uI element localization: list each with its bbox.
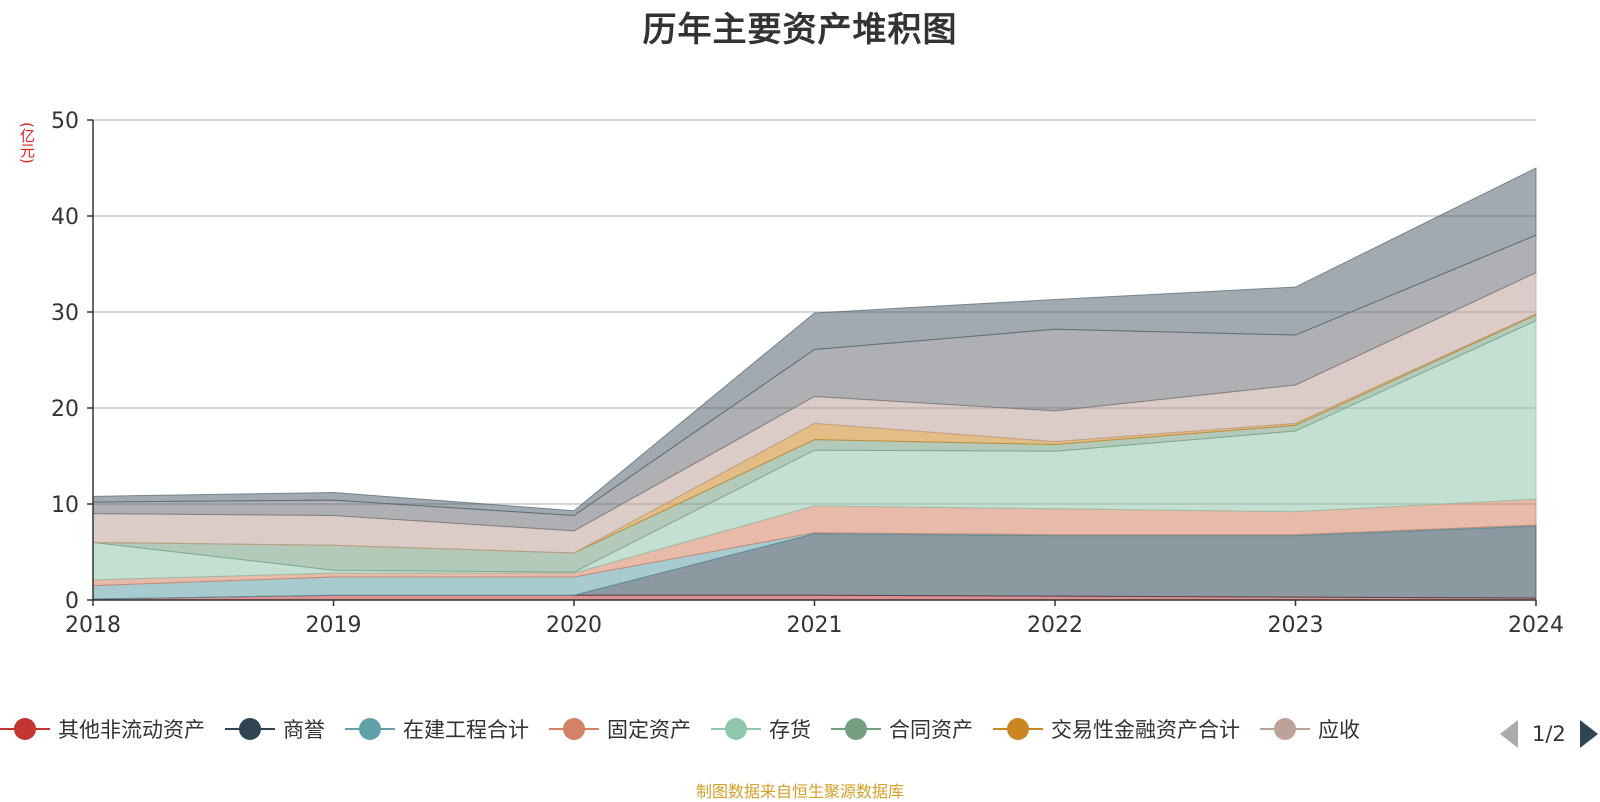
- legend-marker-icon: [993, 717, 1043, 741]
- y-tick-label: 30: [51, 301, 79, 326]
- legend: 其他非流动资产 商誉 在建工程合计 固定资产 存货 合同资产 交易性金融资产合计 应收: [0, 714, 1490, 754]
- legend-item[interactable]: 应收: [1260, 714, 1360, 744]
- legend-item[interactable]: 存货: [711, 714, 811, 744]
- x-tick-label: 2024: [1508, 613, 1564, 638]
- legend-label: 合同资产: [889, 718, 973, 742]
- x-tick-label: 2019: [306, 613, 362, 638]
- legend-prev-page-icon[interactable]: [1500, 720, 1518, 748]
- area-series-10: [92, 167, 1537, 517]
- legend-item[interactable]: 合同资产: [831, 714, 973, 744]
- x-tick-label: 2023: [1268, 613, 1324, 638]
- chart-title: 历年主要资产堆积图: [642, 10, 958, 50]
- y-tick-label: 40: [51, 205, 79, 230]
- legend-marker-icon: [711, 717, 761, 741]
- legend-label: 固定资产: [607, 718, 691, 742]
- y-tick-label: 0: [65, 589, 79, 614]
- y-tick-label: 50: [51, 109, 79, 134]
- legend-marker-icon: [0, 717, 50, 741]
- legend-item[interactable]: 在建工程合计: [345, 714, 529, 744]
- legend-item[interactable]: 交易性金融资产合计: [993, 714, 1240, 744]
- legend-marker-icon: [225, 717, 275, 741]
- y-axis-unit-label: (亿元): [18, 122, 36, 164]
- stacked-area-chart: 0 10 20 30 40 50 2018 2019 2020 2021 2022 2023 2024: [51, 109, 1564, 638]
- legend-marker-icon: [1260, 717, 1310, 741]
- x-tick-label: 2020: [546, 613, 602, 638]
- legend-next-page-icon[interactable]: [1579, 720, 1598, 748]
- legend-pager: 1/2: [1500, 716, 1598, 752]
- y-tick-label: 10: [51, 493, 79, 518]
- legend-marker-icon: [831, 717, 881, 741]
- legend-label: 交易性金融资产合计: [1051, 718, 1240, 742]
- x-tick-label: 2018: [65, 613, 121, 638]
- tick-labels: 0 10 20 30 40 50 2018 2019 2020 2021 2022 2023 2024: [51, 109, 1564, 638]
- legend-marker-icon: [549, 717, 599, 741]
- x-tick-label: 2022: [1027, 613, 1083, 638]
- legend-label: 商誉: [283, 718, 325, 742]
- legend-page-indicator: 1/2: [1532, 722, 1566, 746]
- axes: [87, 119, 1537, 606]
- legend-item[interactable]: 固定资产: [549, 714, 691, 744]
- legend-item[interactable]: 其他非流动资产: [0, 714, 205, 744]
- area-series: [92, 167, 1537, 601]
- legend-label: 在建工程合计: [403, 718, 529, 742]
- y-tick-label: 20: [51, 397, 79, 422]
- legend-label: 存货: [769, 718, 811, 742]
- legend-label: 其他非流动资产: [58, 718, 205, 742]
- data-source-note: 制图数据来自恒生聚源数据库: [695, 782, 904, 801]
- legend-label: 应收: [1318, 718, 1360, 742]
- legend-marker-icon: [345, 717, 395, 741]
- x-tick-label: 2021: [787, 613, 843, 638]
- legend-item[interactable]: 商誉: [225, 714, 325, 744]
